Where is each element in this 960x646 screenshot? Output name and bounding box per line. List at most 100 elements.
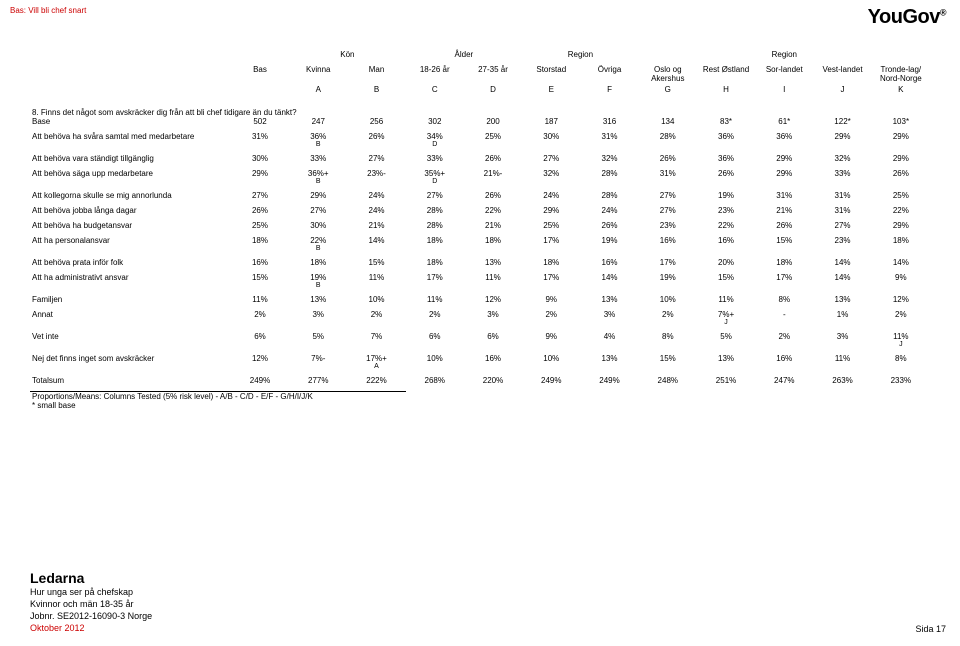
cell: 249%	[231, 376, 289, 385]
cell-sup: B	[289, 178, 347, 185]
row-label: Att behöva jobba långa dagar	[30, 206, 231, 215]
cell: 19%	[639, 273, 697, 282]
table-row: Att ha administrativt ansvar15%19%11%17%…	[30, 273, 930, 282]
question-text: 8. Finns det något som avskräcker dig fr…	[30, 94, 930, 117]
cell: 18%	[464, 236, 522, 245]
cell: 2%	[522, 310, 580, 319]
cell: 11%	[347, 273, 405, 282]
cell: 11%	[813, 354, 871, 363]
cell: 29%	[813, 132, 871, 141]
cell: 23%	[813, 236, 871, 245]
cell: 33%	[813, 169, 871, 178]
cell-sup	[464, 141, 522, 148]
cell-sup	[522, 178, 580, 185]
cell: 7%	[347, 332, 405, 341]
col-27-35: 27-35 år	[464, 65, 522, 83]
cell-sup	[231, 319, 289, 326]
cell-sup	[813, 282, 871, 289]
cell-sup	[697, 282, 755, 289]
cell-sup: J	[872, 341, 930, 348]
cell: 32%	[813, 154, 871, 163]
table-row-sup: B	[30, 245, 930, 252]
cell-sup	[580, 245, 638, 252]
col-vestlandet: Vest-landet	[813, 65, 871, 83]
cell-sup	[464, 245, 522, 252]
cell-sup	[231, 341, 289, 348]
cell-sup	[231, 178, 289, 185]
cell: 18%	[289, 258, 347, 267]
cell: 8%	[755, 295, 813, 304]
cell: 25%	[872, 191, 930, 200]
footer-line-4: Oktober 2012	[30, 622, 152, 634]
cell-sup	[755, 341, 813, 348]
cell: 29%	[755, 169, 813, 178]
cell: 31%	[755, 191, 813, 200]
cell: 2%	[755, 332, 813, 341]
cell: 18%	[522, 258, 580, 267]
cell-sup	[872, 363, 930, 370]
table-row: Att behöva ha svåra samtal med medarbeta…	[30, 132, 930, 141]
table-row: Base50224725630220018731613483*61*122*10…	[30, 117, 930, 126]
cell-sup: D	[406, 178, 464, 185]
col-trondelag: Tronde-lag/ Nord-Norge	[872, 65, 930, 83]
cell: 18%	[872, 236, 930, 245]
cell: 29%	[872, 154, 930, 163]
cell: 3%	[813, 332, 871, 341]
row-label: Att kollegorna skulle se mig annorlunda	[30, 191, 231, 200]
cell: 15%	[347, 258, 405, 267]
page-number: Sida 17	[915, 624, 946, 634]
cell: 25%	[522, 221, 580, 230]
cell: 277%	[289, 376, 347, 385]
cell: 26%	[639, 154, 697, 163]
cell-sup	[639, 178, 697, 185]
table-row: Att behöva prata inför folk16%18%15%18%1…	[30, 258, 930, 267]
row-label: Att behöva prata inför folk	[30, 258, 231, 267]
cell: 27%	[231, 191, 289, 200]
col-group-region-1: Region	[522, 50, 639, 59]
cell: 26%	[872, 169, 930, 178]
row-label: Att ha administrativt ansvar	[30, 273, 231, 282]
cell: 17%	[522, 236, 580, 245]
cell: 33%	[289, 154, 347, 163]
cell: 3%	[289, 310, 347, 319]
row-label: Familjen	[30, 295, 231, 304]
cell-sup	[522, 245, 580, 252]
cell: 15%	[639, 354, 697, 363]
cell: 316	[580, 117, 638, 126]
cell-sup	[813, 141, 871, 148]
cell: 268%	[406, 376, 464, 385]
cell-sup	[580, 141, 638, 148]
cell: 263%	[813, 376, 871, 385]
col-kvinna: Kvinna	[289, 65, 347, 83]
cell: 32%	[522, 169, 580, 178]
col-sorlandet: Sor-landet	[755, 65, 813, 83]
cell-sup	[872, 141, 930, 148]
cell: 2%	[347, 310, 405, 319]
cell: 4%	[580, 332, 638, 341]
cell-sup: B	[289, 282, 347, 289]
header-group-row: Kön Ålder Region Region	[30, 50, 930, 59]
data-table: Kön Ålder Region Region Bas Kvinna Man 1…	[30, 50, 930, 410]
cell: 13%	[697, 354, 755, 363]
cell: 30%	[522, 132, 580, 141]
cell: 23%	[697, 206, 755, 215]
cell: 36%	[755, 132, 813, 141]
cell-sup	[464, 319, 522, 326]
cell: 11%	[464, 273, 522, 282]
cell: 15%	[755, 236, 813, 245]
cell-sup	[580, 282, 638, 289]
cell-sup	[755, 141, 813, 148]
cell: 61*	[755, 117, 813, 126]
cell: 12%	[231, 354, 289, 363]
cell-sup	[813, 341, 871, 348]
cell-sup	[347, 341, 405, 348]
cell: 12%	[872, 295, 930, 304]
cell: 10%	[639, 295, 697, 304]
cell: 24%	[347, 191, 405, 200]
cell-sup	[406, 341, 464, 348]
cell: 26%	[231, 206, 289, 215]
column-header-row: Bas Kvinna Man 18-26 år 27-35 år Storsta…	[30, 65, 930, 83]
cell: 251%	[697, 376, 755, 385]
cell-sup	[347, 282, 405, 289]
cell: 19%	[580, 236, 638, 245]
